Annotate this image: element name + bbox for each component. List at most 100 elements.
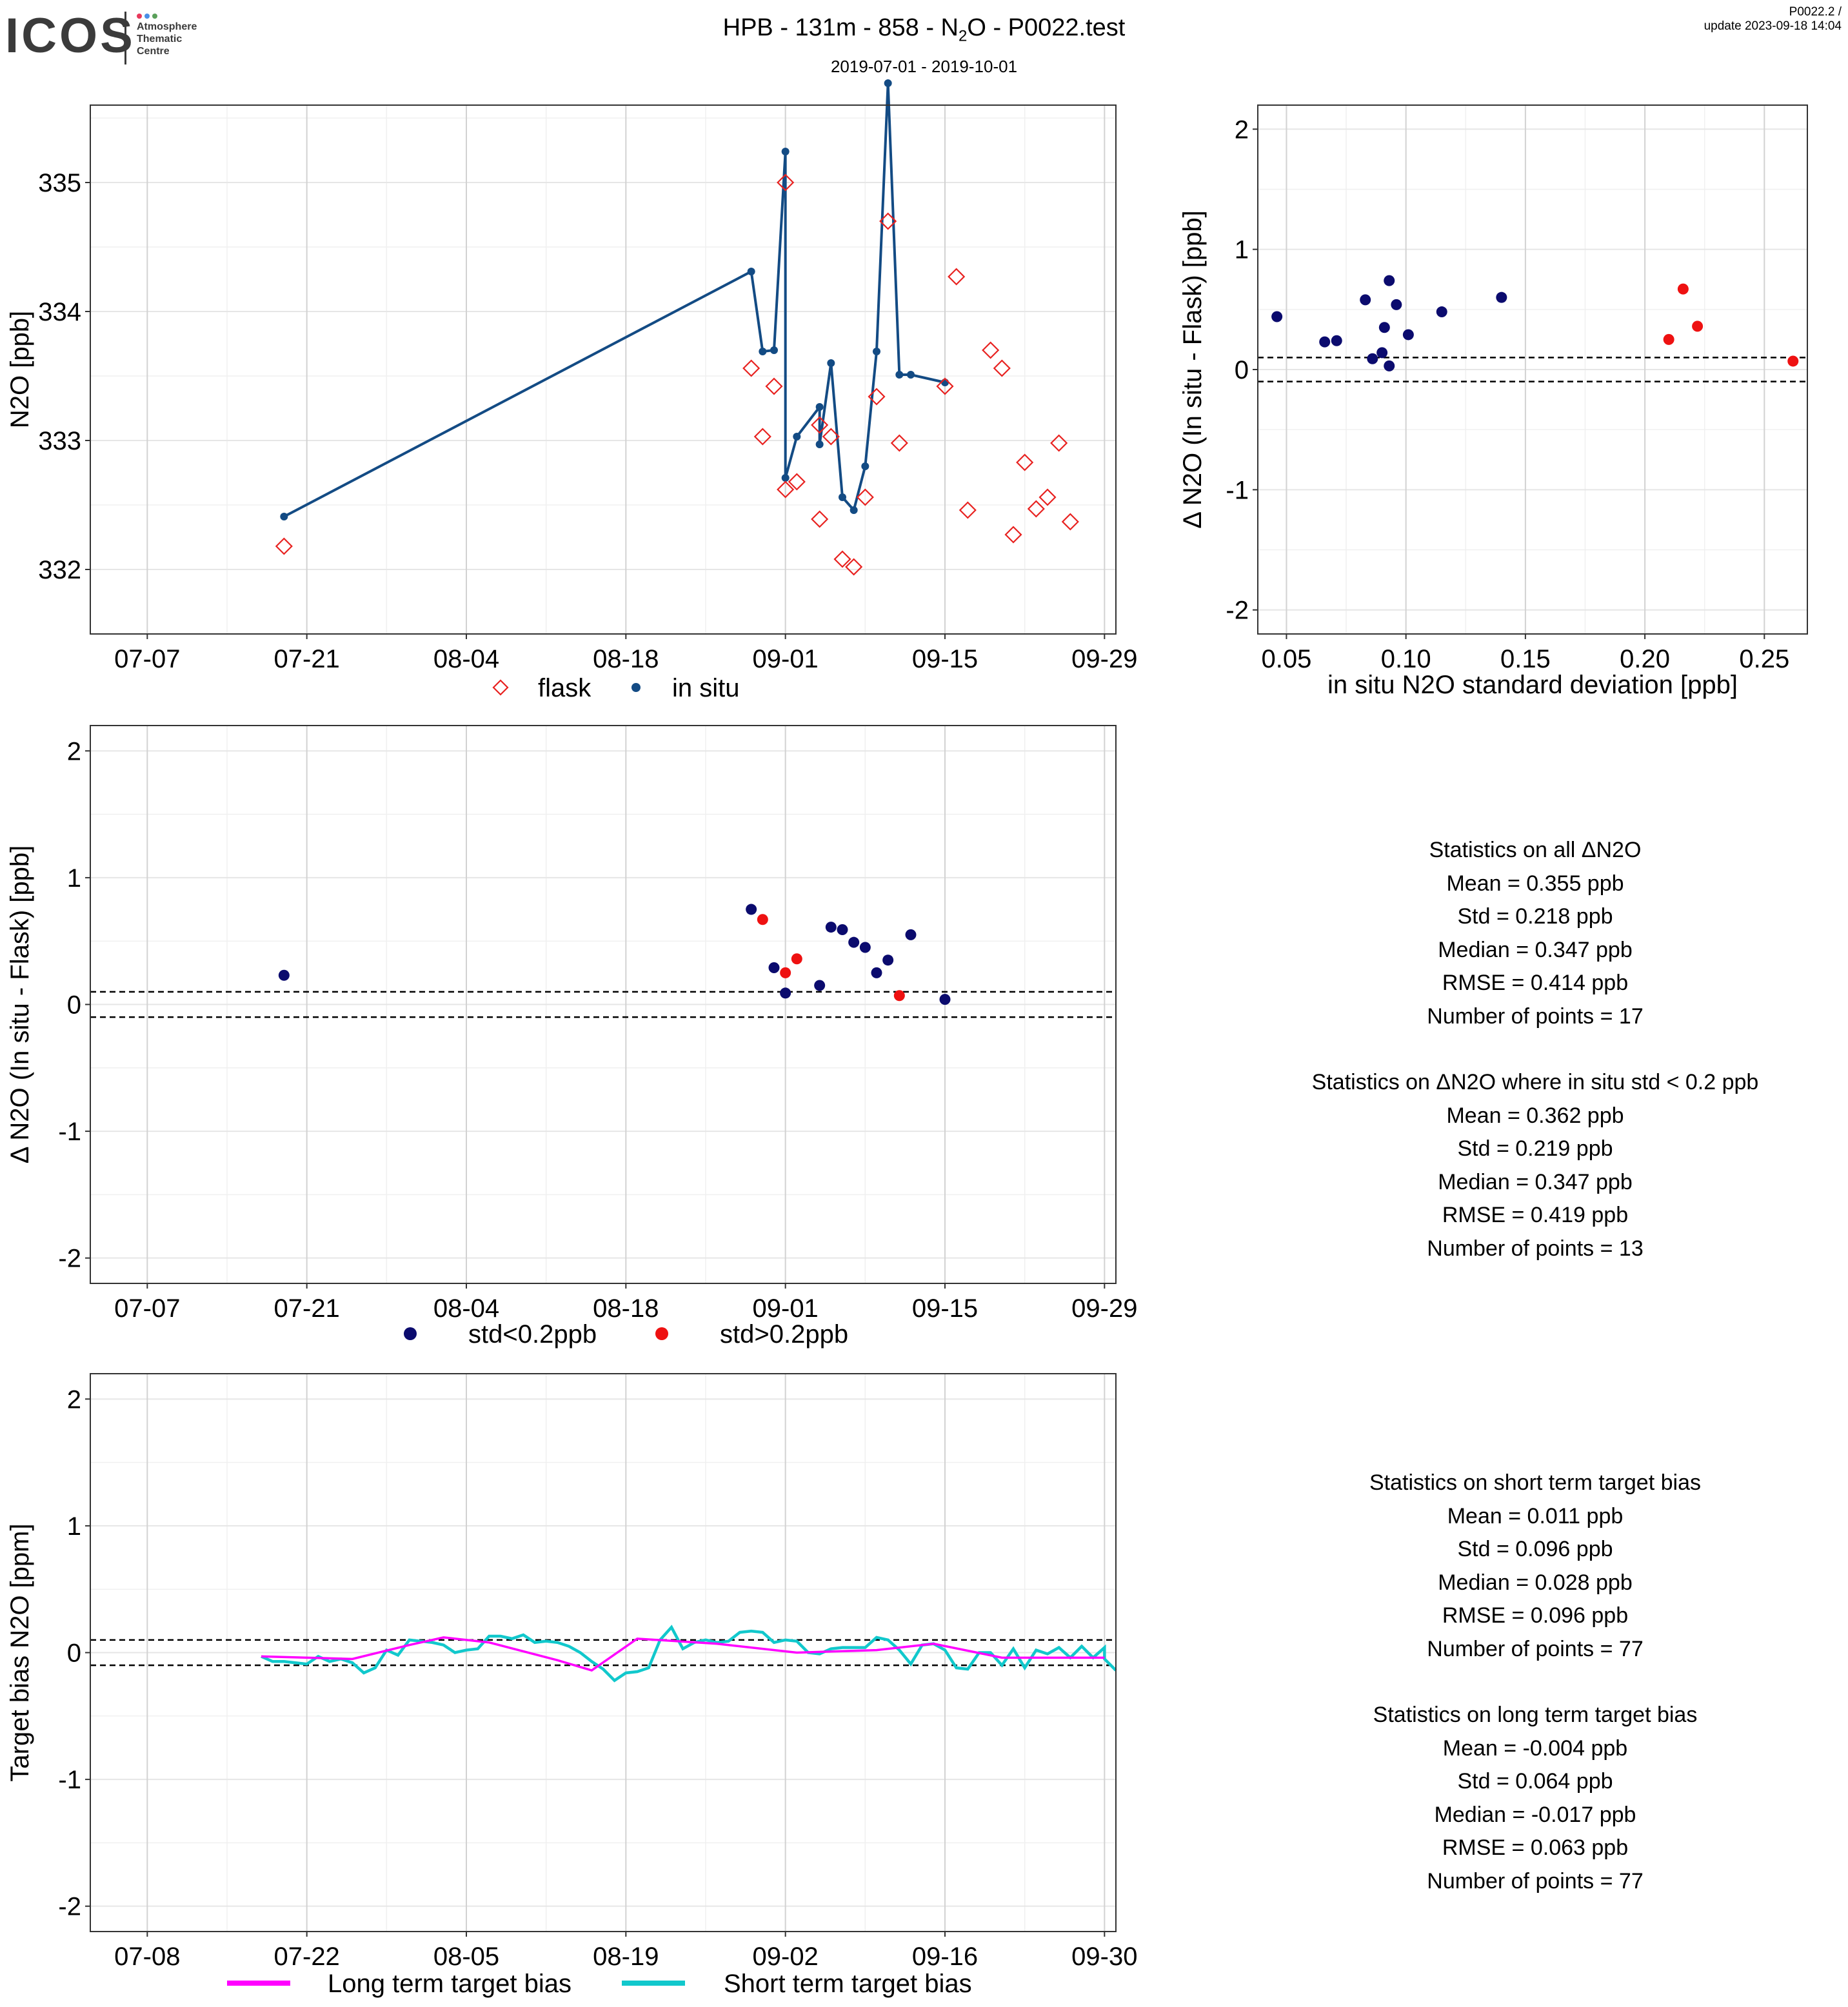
insitu-point — [770, 346, 778, 354]
delta-point — [780, 987, 791, 999]
title-suffix: O - P0022.test — [967, 14, 1126, 41]
flask-point — [753, 428, 771, 446]
icos-logo: ICOS — [5, 8, 135, 63]
y-tick-label: 1 — [67, 1512, 81, 1541]
delta-point — [1271, 311, 1283, 322]
delta-point — [848, 936, 860, 948]
logo-subtitle: Atmosphere Thematic Centre — [137, 21, 197, 57]
insitu-point — [941, 379, 949, 386]
x-tick-label: 08-19 — [593, 1943, 659, 1971]
y-tick-label: 2 — [67, 737, 81, 766]
x-tick-label: 09-29 — [1071, 645, 1137, 673]
delta-point — [1496, 292, 1507, 303]
flask-point — [788, 473, 806, 491]
stats-line: RMSE = 0.063 ppb — [1442, 1835, 1629, 1860]
y-tick-label: 2 — [1235, 115, 1249, 144]
x-tick-label: 07-08 — [114, 1943, 180, 1971]
delta-point — [780, 967, 791, 978]
delta-point — [791, 953, 802, 965]
y-tick-label: 332 — [38, 556, 81, 584]
y-tick-label: -2 — [1226, 597, 1249, 625]
insitu-point — [849, 506, 858, 514]
insitu-point — [793, 433, 801, 440]
delta-point — [1367, 353, 1378, 364]
logo-subtitle-line: Thematic — [137, 34, 183, 44]
x-tick-label: 07-22 — [274, 1943, 340, 1971]
x-tick-label: 07-07 — [114, 1294, 180, 1323]
flask-point — [275, 537, 293, 555]
stats-line: Number of points = 77 — [1427, 1636, 1644, 1661]
flask-point — [833, 550, 851, 568]
stats-line: RMSE = 0.419 ppb — [1442, 1203, 1629, 1227]
stats-line: Mean = 0.011 ppb — [1447, 1503, 1624, 1528]
y-tick-label: 0 — [1235, 356, 1249, 384]
delta_time-panel-border — [90, 725, 1117, 1284]
insitu-point — [759, 348, 767, 355]
flask-point — [936, 377, 954, 395]
delta-stats-panel: Statistics on all ΔN2O Mean = 0.355 ppb … — [1245, 834, 1825, 1265]
figure-date-range: 2019-07-01 - 2019-10-01 — [830, 57, 1018, 76]
flask-point — [890, 434, 908, 452]
insitu-point — [280, 513, 288, 520]
legend-label: in situ — [672, 674, 740, 702]
stats-title: Statistics on ΔN2O where in situ std < 0… — [1311, 1070, 1759, 1094]
delta-point — [825, 922, 837, 933]
target_bias-panel-border — [90, 1373, 1117, 1932]
flask-point — [982, 341, 1000, 359]
delta-point — [1391, 299, 1402, 310]
x-tick-label: 09-01 — [753, 645, 819, 673]
flask-point — [811, 510, 829, 528]
x-tick-label: 09-30 — [1071, 1943, 1137, 1971]
stats-line: Number of points = 13 — [1427, 1236, 1644, 1261]
x-tick-label: 07-21 — [274, 1294, 340, 1323]
y-tick-label: 333 — [38, 427, 81, 455]
y-tick-label: 1 — [1235, 236, 1249, 264]
delta-point — [1677, 283, 1689, 295]
delta_vs_std-frame: -2 -1 0 1 2 0.05 0.10 0.15 0.20 0.25 Δ N2O (In sit… — [1178, 105, 1807, 699]
target-bias-marks — [261, 1625, 1117, 1683]
insitu-point — [839, 493, 846, 501]
stats-line: Mean = 0.362 ppb — [1446, 1103, 1624, 1128]
legend-label: std>0.2ppb — [720, 1320, 848, 1349]
flask-point — [777, 480, 795, 499]
logo-dots-icon — [137, 10, 160, 22]
flask-point — [879, 212, 897, 230]
delta-point — [1378, 322, 1390, 333]
stats-line: Median = 0.347 ppb — [1438, 1169, 1633, 1194]
delta-point — [939, 994, 951, 1005]
legend-flask-key — [492, 679, 509, 696]
flask-point — [948, 268, 966, 286]
delta-point — [1384, 275, 1395, 286]
timeseries-legend: flask in situ — [492, 674, 740, 702]
legend-insitu-key — [631, 683, 641, 692]
delta-time-marks — [278, 904, 951, 1005]
insitu-point — [781, 474, 790, 482]
y-tick-label: 0 — [67, 991, 81, 1020]
x-tick-label: 08-04 — [433, 1294, 499, 1323]
delta-point — [768, 962, 780, 973]
delta-point — [1402, 329, 1414, 341]
y-tick-label: 2 — [67, 1385, 81, 1414]
insitu-point — [907, 371, 915, 379]
flask-point — [856, 488, 874, 506]
stats-line: Median = -0.017 ppb — [1434, 1802, 1636, 1827]
stats-line: Number of points = 17 — [1427, 1004, 1644, 1029]
y-axis-title: Δ N2O (In situ - Flask) [ppb] — [1178, 210, 1207, 529]
y-tick-label: -1 — [58, 1766, 81, 1794]
delta-point — [905, 929, 917, 940]
flask-point — [1061, 513, 1079, 531]
x-tick-label: 09-02 — [753, 1943, 819, 1971]
title-subscript: 2 — [958, 27, 968, 45]
delta-point — [882, 954, 894, 966]
stats-line: Std = 0.218 ppb — [1457, 904, 1613, 929]
x-tick-label: 07-07 — [114, 645, 180, 673]
insitu-point — [781, 148, 790, 155]
flask-point — [777, 173, 795, 192]
insitu-point — [873, 348, 880, 355]
delta-point — [1360, 294, 1371, 306]
version-block: P0022.2 / update 2023-09-18 14:04 — [1704, 5, 1842, 34]
delta-time-legend: std<0.2ppb std>0.2ppb — [404, 1320, 848, 1349]
stats-line: Median = 0.028 ppb — [1438, 1570, 1633, 1595]
y-tick-label: -1 — [58, 1118, 81, 1146]
